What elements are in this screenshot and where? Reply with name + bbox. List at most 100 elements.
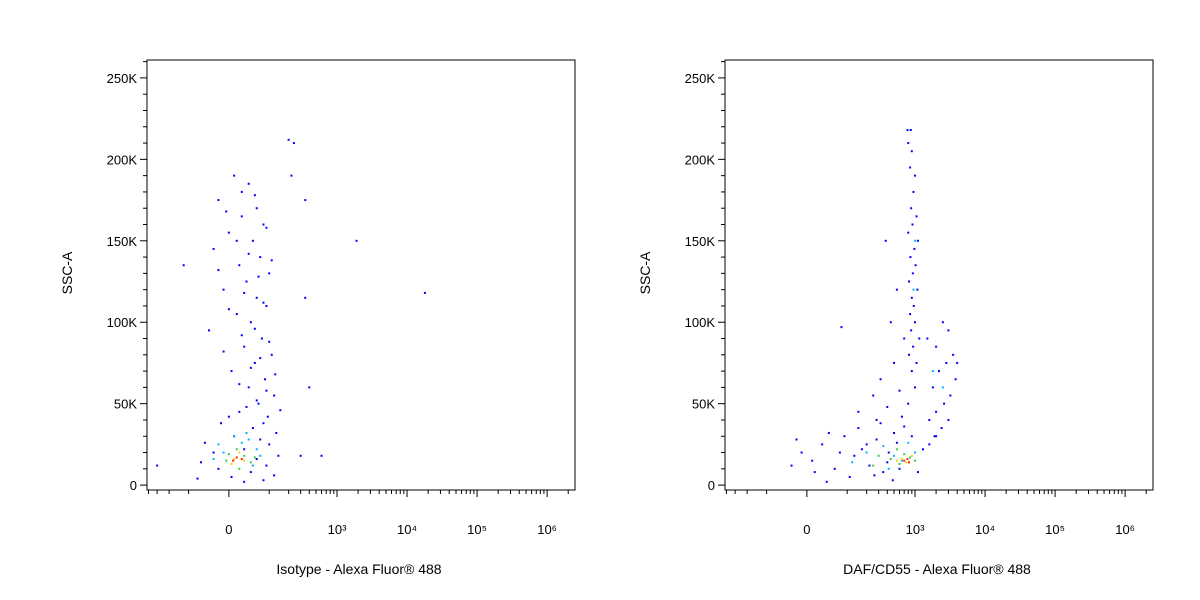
dot xyxy=(277,454,280,457)
dot xyxy=(233,458,236,461)
dot xyxy=(882,471,885,474)
dot xyxy=(240,334,243,337)
dot xyxy=(255,458,258,461)
dot xyxy=(909,166,912,169)
dot xyxy=(933,435,936,438)
x-tick-label: 10³ xyxy=(328,522,347,537)
dot xyxy=(910,207,913,210)
dot xyxy=(954,378,957,381)
dot xyxy=(931,386,934,389)
x-tick-label: 10⁶ xyxy=(537,522,557,537)
dot xyxy=(879,422,882,425)
dot xyxy=(423,291,426,294)
dot xyxy=(903,459,906,462)
y-tick-label: 50K xyxy=(692,397,715,412)
dot xyxy=(249,366,252,369)
dot xyxy=(247,252,250,255)
x-tick-label: 10⁵ xyxy=(1045,522,1065,537)
x-axis-label: Isotype - Alexa Fluor® 488 xyxy=(276,561,441,577)
dot xyxy=(273,394,276,397)
dot xyxy=(903,453,906,456)
x-tick-label: 0 xyxy=(803,522,810,537)
dot xyxy=(898,389,901,392)
dot xyxy=(156,464,159,467)
dot xyxy=(893,361,896,364)
dot xyxy=(255,207,258,210)
dot xyxy=(910,150,913,153)
dot xyxy=(273,474,276,477)
dot xyxy=(853,454,856,457)
dot xyxy=(240,215,243,218)
dot xyxy=(235,239,238,242)
dot xyxy=(860,448,863,451)
dot xyxy=(800,451,803,454)
dot xyxy=(895,288,898,291)
dot xyxy=(245,405,248,408)
dot xyxy=(914,459,917,462)
dot xyxy=(217,467,220,470)
dot xyxy=(914,321,917,324)
dot xyxy=(243,345,246,348)
dot xyxy=(790,464,793,467)
dot xyxy=(259,454,262,457)
dot xyxy=(219,422,222,425)
dot xyxy=(884,239,887,242)
dot xyxy=(921,448,924,451)
dot xyxy=(895,441,898,444)
dot xyxy=(253,194,256,197)
plot-frame xyxy=(146,59,576,491)
dot xyxy=(873,474,876,477)
dot xyxy=(230,370,233,373)
dot xyxy=(916,288,919,291)
dot xyxy=(887,451,890,454)
dot xyxy=(253,456,256,459)
dot xyxy=(245,280,248,283)
dot xyxy=(262,301,265,304)
dot xyxy=(906,458,909,461)
dot xyxy=(251,427,254,430)
dot xyxy=(838,451,841,454)
x-tick-label: 0 xyxy=(225,522,232,537)
dot xyxy=(900,459,903,462)
dot xyxy=(240,458,243,461)
dot xyxy=(217,269,220,272)
dot xyxy=(196,477,199,480)
dot xyxy=(217,199,220,202)
y-tick-label: 200K xyxy=(107,152,138,167)
dot xyxy=(875,438,878,441)
dot xyxy=(914,239,917,242)
dot xyxy=(940,427,943,430)
dot xyxy=(931,370,934,373)
dot xyxy=(865,451,868,454)
dot xyxy=(245,431,248,434)
y-tick-label: 0 xyxy=(708,478,715,493)
dot xyxy=(795,438,798,441)
dot xyxy=(875,418,878,421)
dot xyxy=(935,410,938,413)
dot xyxy=(912,288,915,291)
dot xyxy=(243,291,246,294)
dot xyxy=(222,350,225,353)
y-tick-label: 250K xyxy=(685,71,716,86)
plot-panel: 0 10³ 10⁴ 10⁵ 10⁶ 0 50K 100K 150K 200K 250K Isotype… xyxy=(59,59,576,577)
dot xyxy=(915,361,918,364)
dot xyxy=(227,308,230,311)
dot xyxy=(253,361,256,364)
dot xyxy=(941,386,944,389)
y-axis-label: SSC-A xyxy=(59,251,75,294)
dot xyxy=(240,441,243,444)
dot xyxy=(825,480,828,483)
dot xyxy=(935,435,938,438)
dot xyxy=(918,337,921,340)
dot xyxy=(872,464,875,467)
dot xyxy=(251,464,254,467)
dot xyxy=(268,340,271,343)
dot xyxy=(909,256,912,259)
plot-panel: 0 10³ 10⁴ 10⁵ 10⁶ 0 50K 100K 150K 200K 250K DAF/CD5… xyxy=(637,59,1154,577)
dot xyxy=(821,443,824,446)
dot xyxy=(222,288,225,291)
dot xyxy=(299,454,302,457)
dot xyxy=(263,378,266,381)
dot xyxy=(243,448,246,451)
